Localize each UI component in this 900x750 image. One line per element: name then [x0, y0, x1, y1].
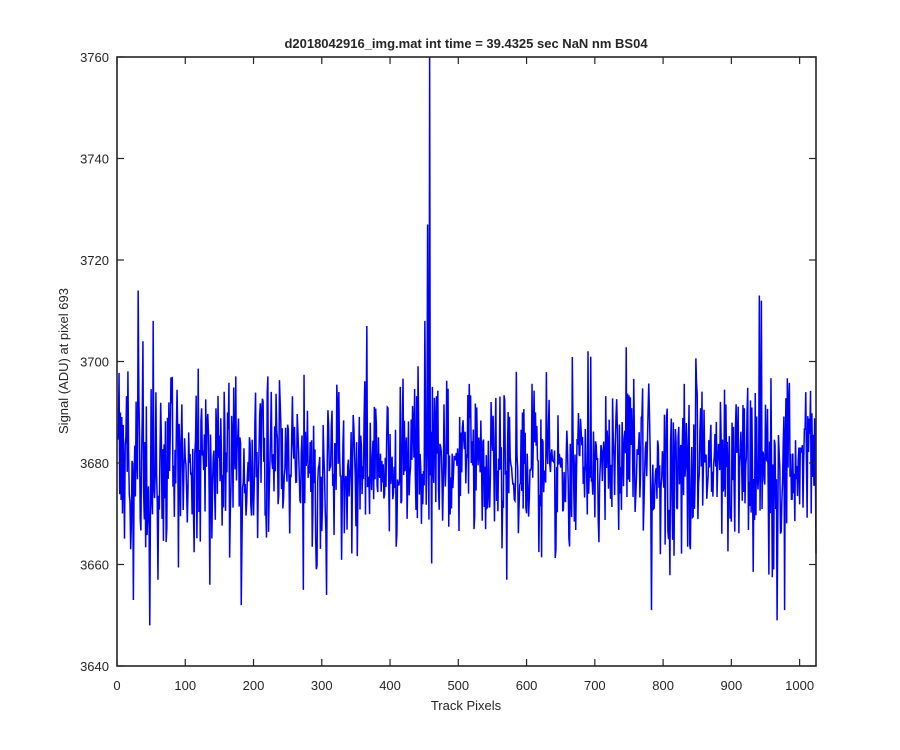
series-layer	[116, 56, 817, 626]
x-tick-label: 100	[174, 678, 196, 693]
x-tick-label: 400	[379, 678, 401, 693]
x-tick-label: 0	[113, 678, 120, 693]
y-tick-label: 3740	[80, 152, 109, 167]
series-line	[116, 56, 817, 626]
y-tick-label: 3660	[80, 558, 109, 573]
y-tick-label: 3760	[80, 50, 109, 65]
chart-title: d2018042916_img.mat int time = 39.4325 s…	[284, 36, 648, 51]
x-tick-label: 300	[311, 678, 333, 693]
x-tick-label: 600	[516, 678, 538, 693]
x-tick-label: 700	[584, 678, 606, 693]
y-axis-label: Signal (ADU) at pixel 693	[56, 288, 71, 434]
plot-area	[117, 57, 816, 666]
x-tick-label: 500	[447, 678, 469, 693]
y-tick-label: 3640	[80, 659, 109, 674]
y-tick-label: 3680	[80, 456, 109, 471]
axes-layer: 0 100 200 300 400 500 600 700 800 900 1000 3640 3660…	[80, 50, 817, 693]
x-tick-label: 900	[721, 678, 743, 693]
x-tick-label: 1000	[785, 678, 814, 693]
x-tick-label: 800	[652, 678, 674, 693]
x-tick-label: 200	[243, 678, 265, 693]
y-tick-label: 3720	[80, 253, 109, 268]
y-tick-label: 3700	[80, 355, 109, 370]
x-axis-label: Track Pixels	[431, 698, 502, 713]
